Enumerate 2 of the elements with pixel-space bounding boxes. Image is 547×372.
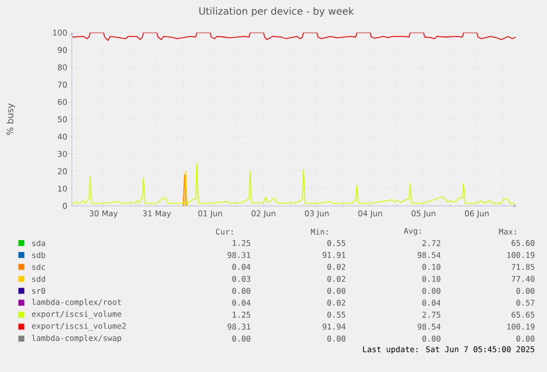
y-axis-title: % busy: [6, 103, 16, 135]
chart-title: Utilization per device - by week: [199, 7, 354, 17]
